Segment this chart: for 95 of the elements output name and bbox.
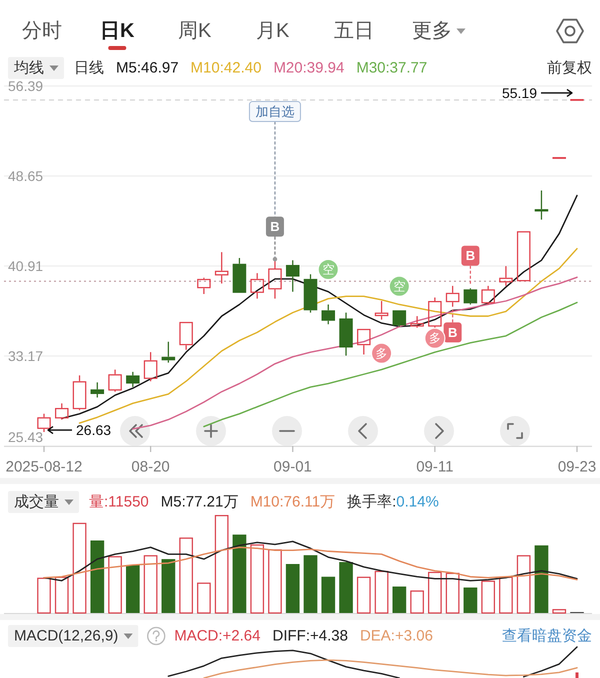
x-tick-label: 09-01	[274, 458, 312, 476]
bar	[446, 572, 460, 614]
x-tick-label: 2025-08-12	[6, 458, 82, 476]
bar	[304, 555, 318, 613]
series-label: 量:11550	[89, 494, 149, 510]
candlestick	[374, 300, 388, 320]
y-tick-label: 56.39	[8, 78, 44, 94]
candlestick	[55, 402, 69, 420]
candlestick	[90, 382, 104, 398]
annotation: B	[448, 324, 458, 340]
text: MACD:+2.64	[174, 628, 260, 644]
text: M10:42.40	[190, 60, 262, 76]
bar	[534, 545, 548, 613]
bar	[162, 559, 176, 613]
candlestick	[446, 285, 460, 308]
annotation: 多	[428, 331, 441, 346]
bar	[464, 588, 478, 613]
x-tick-label: 09-11	[416, 458, 454, 476]
annotation: 多	[376, 346, 388, 360]
text: M30:37.77	[356, 60, 428, 76]
bar	[552, 609, 566, 614]
bar	[481, 580, 496, 614]
bar	[126, 564, 140, 613]
x-tick-label: 09-23	[558, 458, 596, 476]
text: 分时	[22, 20, 62, 42]
text: M5:77.21万	[160, 494, 238, 510]
annotation: 加自选	[255, 104, 294, 120]
candlestick	[357, 328, 371, 356]
annotation: 26.63	[76, 422, 112, 438]
bar	[90, 540, 104, 613]
bar	[392, 586, 406, 613]
text: 均线	[13, 60, 44, 76]
bar	[428, 572, 442, 614]
bar	[108, 556, 122, 614]
bar	[268, 549, 282, 614]
series-label: DEA:+3.06	[360, 628, 433, 644]
bar	[144, 555, 158, 614]
y-tick-label: 48.65	[8, 168, 44, 184]
text: M20:39.94	[273, 60, 344, 76]
candlestick	[499, 266, 513, 286]
text: M10:76.11万	[250, 494, 336, 510]
candlestick	[144, 352, 158, 382]
bar	[72, 522, 86, 614]
bar	[374, 570, 388, 614]
y-tick-label: 40.91	[8, 258, 44, 274]
text: 换手率:	[347, 494, 396, 510]
bar	[321, 576, 336, 613]
annotation: 55.19	[502, 84, 538, 101]
text: M5:46.97	[116, 60, 179, 76]
annotation: B	[270, 219, 280, 234]
bar	[54, 576, 69, 614]
text: 前复权	[547, 60, 592, 76]
candlestick	[464, 288, 478, 306]
bar	[410, 590, 424, 614]
line-series	[78, 248, 578, 424]
text: 日线	[74, 60, 104, 76]
annotation: 空	[393, 279, 406, 294]
candlestick	[481, 285, 495, 306]
candlestick	[162, 341, 176, 364]
text: 0.14%	[396, 494, 439, 510]
candlestick	[268, 258, 282, 300]
bar	[339, 562, 353, 613]
candlestick	[250, 272, 264, 300]
candlestick	[126, 371, 140, 388]
y-tick-label: 33.17	[8, 348, 44, 364]
candlestick	[179, 322, 193, 350]
text: 五日	[334, 20, 374, 42]
candlestick	[322, 304, 336, 325]
bar	[232, 534, 246, 613]
bar	[37, 578, 51, 614]
bar	[499, 576, 513, 614]
bar	[356, 576, 371, 614]
series-label: DIFF:+4.38	[272, 628, 348, 644]
candlestick	[534, 190, 548, 220]
text: 日K	[100, 20, 135, 42]
bar	[214, 515, 229, 614]
text: 更多	[412, 20, 452, 42]
candlestick	[286, 260, 300, 292]
text: 周K	[178, 20, 212, 42]
candlestick	[339, 312, 353, 356]
annotation: 空	[322, 262, 334, 276]
annotation: B	[466, 248, 476, 264]
bar	[286, 564, 300, 613]
text: 成交量	[14, 494, 59, 510]
text: 查看暗盘资金	[502, 628, 592, 644]
bar	[179, 538, 193, 614]
x-tick-label: 08-20	[131, 458, 170, 476]
bar	[197, 582, 211, 614]
y-tick-label: 25.43	[8, 429, 44, 445]
bar	[516, 555, 531, 614]
text: 月K	[256, 20, 290, 42]
candlestick	[214, 252, 228, 284]
bar	[250, 544, 264, 614]
candlestick	[392, 310, 406, 328]
text: MACD(12,26,9)	[14, 628, 118, 644]
